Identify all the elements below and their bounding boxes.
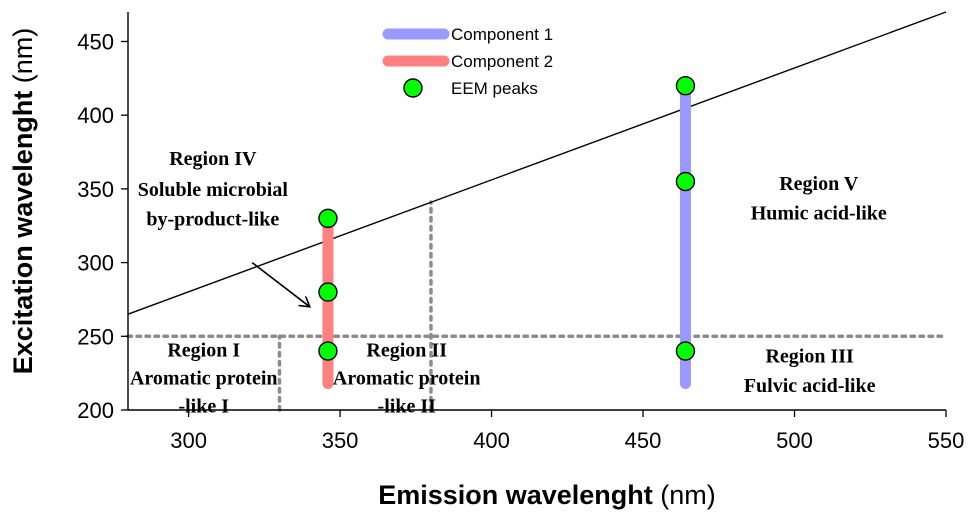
region-label-line: Region I	[167, 340, 240, 362]
x-tick-label: 300	[170, 428, 207, 453]
eem-peak-point	[675, 341, 696, 361]
x-tick-label: 550	[928, 428, 965, 453]
region-label-line: Soluble microbial	[138, 179, 289, 201]
region-label-line: Aromatic protein	[130, 368, 278, 390]
region-label-line: Humic acid-like	[751, 202, 887, 224]
eem-peak-point	[318, 208, 338, 229]
y-tick-label: 350	[77, 177, 114, 202]
x-axis-title-main: Emission wavelenght	[378, 480, 653, 510]
eem-peak-point	[318, 282, 338, 302]
axes-layer: 300 350 400 450 500 550 200 250 300 350 400 450 Emis…	[8, 12, 964, 510]
region-label-line: Aromatic protein	[333, 368, 481, 390]
annotations-layer: Region I Aromatic protein -like I Region II…	[130, 148, 887, 418]
legend-swatch-points	[403, 78, 423, 98]
region-label-line: -like II	[378, 396, 437, 418]
eem-peak-point	[675, 171, 696, 192]
x-axis-title-unit: (nm)	[653, 480, 716, 510]
y-tick-label: 250	[77, 324, 114, 349]
region-label-line: -like I	[178, 396, 229, 418]
region-label-line: Region V	[779, 173, 859, 195]
y-axis-title: Excitation wavelenght (nm)	[8, 28, 38, 375]
legend: Component 1 Component 2 EEM peaks	[382, 25, 553, 98]
x-tick-label: 450	[625, 428, 662, 453]
reference-lines-layer	[126, 11, 948, 412]
diagonal-line	[127, 11, 947, 315]
y-tick-label: 450	[77, 29, 114, 54]
x-tick-label: 350	[322, 428, 359, 453]
eem-peak-point	[675, 76, 696, 96]
legend-label: Component 2	[451, 52, 553, 71]
x-axis-title: Emission wavelenght (nm)	[378, 480, 716, 510]
region-label-line: Fulvic acid-like	[744, 375, 876, 397]
x-tick-label: 400	[473, 428, 510, 453]
y-axis-title-main: Excitation wavelenght	[8, 91, 38, 375]
region-label-line: Region IV	[169, 148, 257, 170]
y-tick-label: 400	[77, 103, 114, 128]
y-axis-title-unit: (nm)	[8, 28, 38, 91]
legend-label: EEM peaks	[451, 79, 538, 98]
legend-label: Component 1	[451, 25, 553, 44]
region-label-line: Region II	[366, 340, 447, 362]
x-tick-label: 500	[776, 428, 813, 453]
region-label-line: Region III	[765, 345, 854, 367]
region-label-line: by-product-like	[146, 208, 279, 230]
eem-peak-point	[318, 341, 338, 361]
y-tick-label: 200	[77, 398, 114, 423]
region-iv-arrow	[251, 261, 310, 307]
eem-peaks-layer	[318, 76, 696, 361]
y-tick-label: 300	[77, 251, 114, 276]
